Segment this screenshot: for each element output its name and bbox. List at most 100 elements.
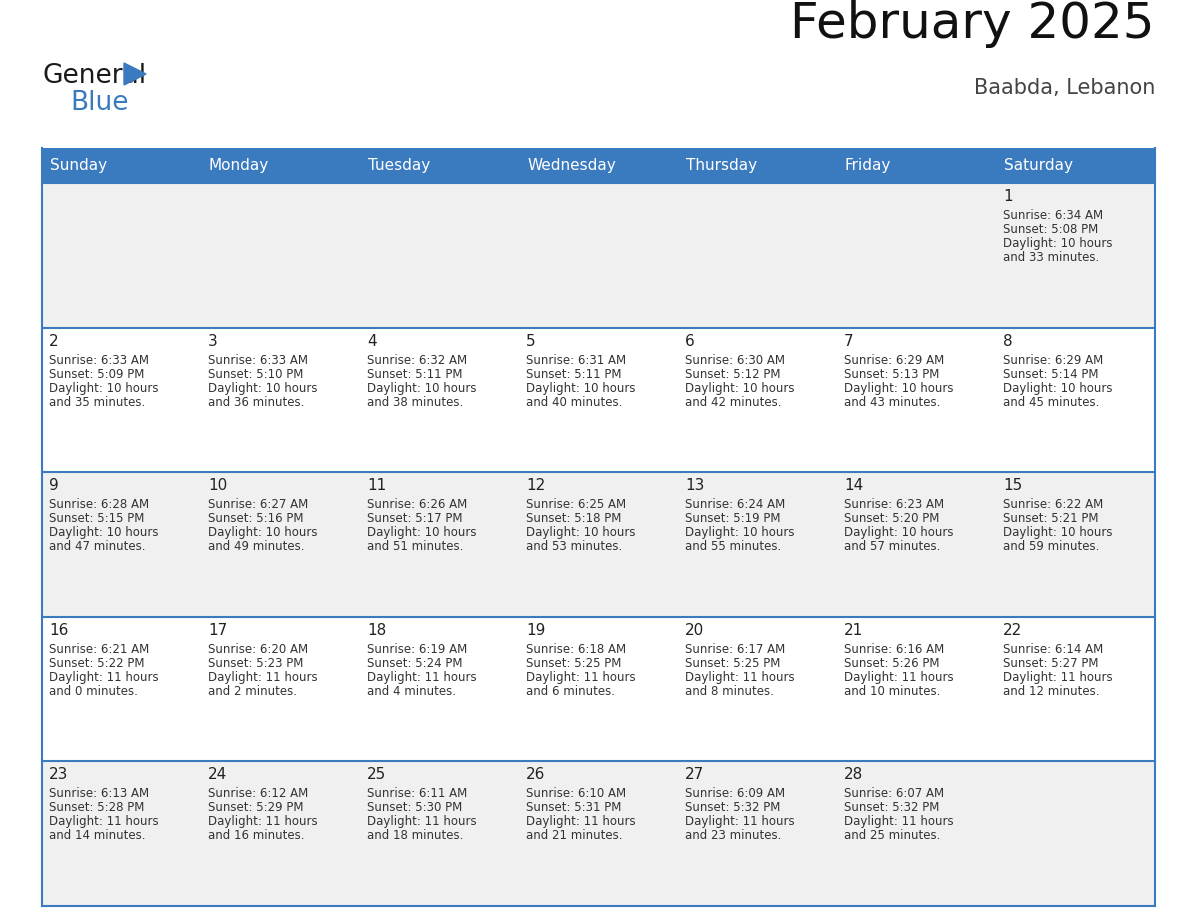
Text: and 36 minutes.: and 36 minutes. [208, 396, 304, 409]
Bar [42, 617, 201, 761]
Bar [519, 328, 678, 472]
Bar [519, 472, 678, 617]
Text: Sunrise: 6:28 AM: Sunrise: 6:28 AM [49, 498, 150, 511]
Bar [996, 328, 1155, 472]
Text: Sunrise: 6:14 AM: Sunrise: 6:14 AM [1003, 643, 1104, 655]
Text: Sunrise: 6:29 AM: Sunrise: 6:29 AM [1003, 353, 1104, 366]
Text: Daylight: 11 hours: Daylight: 11 hours [685, 671, 795, 684]
Text: and 14 minutes.: and 14 minutes. [49, 829, 145, 843]
Text: 21: 21 [843, 622, 864, 638]
Bar [42, 328, 201, 472]
Bar [360, 617, 519, 761]
Text: Daylight: 10 hours: Daylight: 10 hours [526, 526, 636, 539]
Text: 26: 26 [526, 767, 545, 782]
Text: Sunset: 5:11 PM: Sunset: 5:11 PM [526, 367, 621, 381]
Bar [678, 761, 838, 906]
Text: Daylight: 10 hours: Daylight: 10 hours [49, 526, 158, 539]
Bar [360, 472, 519, 617]
Text: and 33 minutes.: and 33 minutes. [1003, 251, 1099, 264]
Text: 15: 15 [1003, 478, 1022, 493]
Text: Sunrise: 6:34 AM: Sunrise: 6:34 AM [1003, 209, 1104, 222]
Text: Sunrise: 6:09 AM: Sunrise: 6:09 AM [685, 788, 785, 800]
Bar [838, 761, 996, 906]
Bar [201, 617, 360, 761]
Text: Daylight: 11 hours: Daylight: 11 hours [49, 671, 159, 684]
Text: and 16 minutes.: and 16 minutes. [208, 829, 304, 843]
Text: 25: 25 [367, 767, 386, 782]
Text: Sunset: 5:20 PM: Sunset: 5:20 PM [843, 512, 940, 525]
Text: 14: 14 [843, 478, 864, 493]
Text: Sunset: 5:08 PM: Sunset: 5:08 PM [1003, 223, 1098, 236]
Text: 3: 3 [208, 333, 217, 349]
Text: Sunday: Sunday [50, 158, 107, 173]
Text: 19: 19 [526, 622, 545, 638]
Text: Daylight: 11 hours: Daylight: 11 hours [367, 815, 476, 828]
Bar [201, 328, 360, 472]
Text: Daylight: 10 hours: Daylight: 10 hours [1003, 237, 1112, 250]
Polygon shape [124, 63, 146, 85]
Text: Sunrise: 6:23 AM: Sunrise: 6:23 AM [843, 498, 944, 511]
Text: and 42 minutes.: and 42 minutes. [685, 396, 782, 409]
Text: Sunset: 5:21 PM: Sunset: 5:21 PM [1003, 512, 1099, 525]
Bar [678, 148, 838, 183]
Text: Sunrise: 6:30 AM: Sunrise: 6:30 AM [685, 353, 785, 366]
Bar [678, 617, 838, 761]
Text: Sunrise: 6:33 AM: Sunrise: 6:33 AM [49, 353, 148, 366]
Bar [519, 617, 678, 761]
Text: and 40 minutes.: and 40 minutes. [526, 396, 623, 409]
Text: Sunset: 5:25 PM: Sunset: 5:25 PM [526, 656, 621, 670]
Text: Sunset: 5:29 PM: Sunset: 5:29 PM [208, 801, 303, 814]
Text: 2: 2 [49, 333, 58, 349]
Text: Sunset: 5:31 PM: Sunset: 5:31 PM [526, 801, 621, 814]
Bar [201, 761, 360, 906]
Text: Daylight: 10 hours: Daylight: 10 hours [685, 526, 795, 539]
Text: 1: 1 [1003, 189, 1012, 204]
Text: Daylight: 10 hours: Daylight: 10 hours [367, 526, 476, 539]
Text: Sunset: 5:28 PM: Sunset: 5:28 PM [49, 801, 145, 814]
Text: and 51 minutes.: and 51 minutes. [367, 540, 463, 554]
Text: Daylight: 11 hours: Daylight: 11 hours [685, 815, 795, 828]
Text: Daylight: 11 hours: Daylight: 11 hours [526, 671, 636, 684]
Text: Sunrise: 6:12 AM: Sunrise: 6:12 AM [208, 788, 308, 800]
Bar [360, 761, 519, 906]
Text: and 53 minutes.: and 53 minutes. [526, 540, 623, 554]
Bar [201, 148, 360, 183]
Text: Sunset: 5:22 PM: Sunset: 5:22 PM [49, 656, 145, 670]
Bar [996, 148, 1155, 183]
Text: Daylight: 10 hours: Daylight: 10 hours [843, 526, 954, 539]
Text: Daylight: 11 hours: Daylight: 11 hours [208, 671, 317, 684]
Bar [42, 183, 201, 328]
Text: and 55 minutes.: and 55 minutes. [685, 540, 782, 554]
Bar [838, 183, 996, 328]
Bar [42, 148, 201, 183]
Text: Sunrise: 6:20 AM: Sunrise: 6:20 AM [208, 643, 308, 655]
Text: Sunset: 5:18 PM: Sunset: 5:18 PM [526, 512, 621, 525]
Text: 16: 16 [49, 622, 69, 638]
Text: and 59 minutes.: and 59 minutes. [1003, 540, 1099, 554]
Text: and 10 minutes.: and 10 minutes. [843, 685, 941, 698]
Text: Sunset: 5:30 PM: Sunset: 5:30 PM [367, 801, 462, 814]
Text: 13: 13 [685, 478, 704, 493]
Text: and 8 minutes.: and 8 minutes. [685, 685, 773, 698]
Text: Sunrise: 6:21 AM: Sunrise: 6:21 AM [49, 643, 150, 655]
Text: Sunset: 5:11 PM: Sunset: 5:11 PM [367, 367, 462, 381]
Text: 4: 4 [367, 333, 377, 349]
Bar [996, 183, 1155, 328]
Bar [519, 148, 678, 183]
Text: Friday: Friday [845, 158, 891, 173]
Bar [519, 183, 678, 328]
Text: 20: 20 [685, 622, 704, 638]
Text: and 43 minutes.: and 43 minutes. [843, 396, 941, 409]
Bar [42, 472, 201, 617]
Text: Sunset: 5:23 PM: Sunset: 5:23 PM [208, 656, 303, 670]
Text: General: General [42, 63, 146, 89]
Text: and 57 minutes.: and 57 minutes. [843, 540, 941, 554]
Text: Daylight: 10 hours: Daylight: 10 hours [1003, 526, 1112, 539]
Text: and 25 minutes.: and 25 minutes. [843, 829, 941, 843]
Text: Tuesday: Tuesday [368, 158, 430, 173]
Text: Sunrise: 6:11 AM: Sunrise: 6:11 AM [367, 788, 467, 800]
Text: Wednesday: Wednesday [527, 158, 615, 173]
Text: Sunset: 5:10 PM: Sunset: 5:10 PM [208, 367, 303, 381]
Text: and 35 minutes.: and 35 minutes. [49, 396, 145, 409]
Text: Sunrise: 6:22 AM: Sunrise: 6:22 AM [1003, 498, 1104, 511]
